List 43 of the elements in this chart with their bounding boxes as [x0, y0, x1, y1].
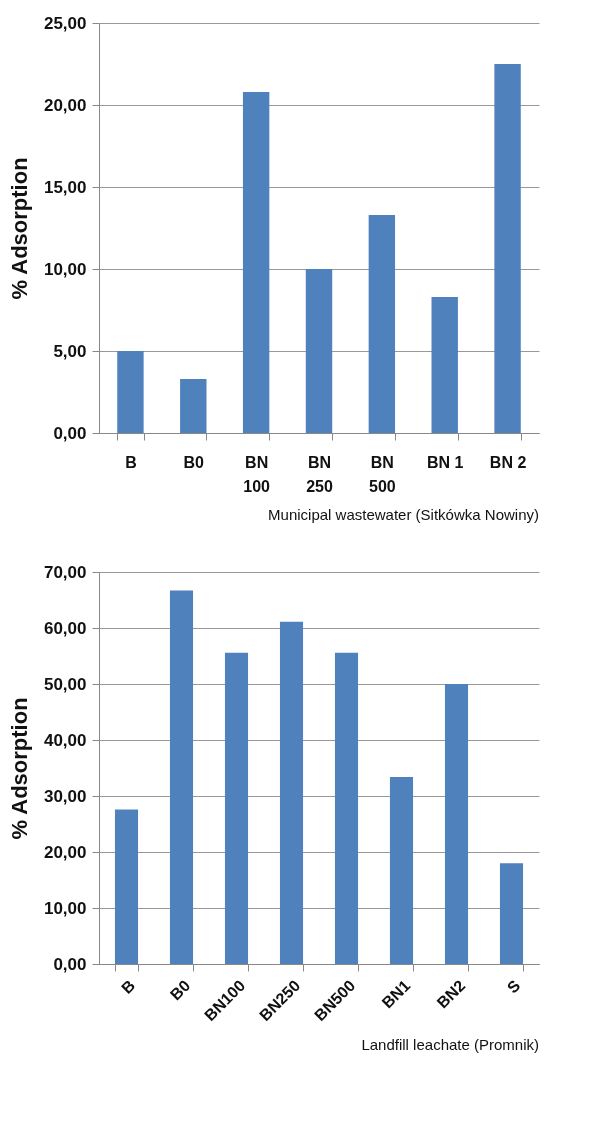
x-tick-label: B — [125, 453, 137, 471]
bar — [114, 809, 139, 964]
y-tick-label: 20,00 — [43, 95, 87, 115]
bar — [180, 378, 207, 433]
text: Landfill leachate (Promnik) — [361, 1035, 539, 1053]
y-axis-title: % Adsorption — [6, 157, 32, 300]
bar — [431, 296, 458, 433]
x-tick-label: BN 100 — [243, 453, 271, 495]
bar — [169, 590, 194, 964]
y-tick-label: 25,00 — [43, 13, 87, 33]
y-axis-title: % Adsorption — [6, 697, 32, 840]
x-tick-label: BN 500 — [369, 453, 396, 495]
bar — [117, 351, 144, 433]
y-tick-label: 30,00 — [43, 786, 87, 806]
y-tick-label: 60,00 — [43, 618, 87, 638]
bar — [494, 64, 521, 433]
y-tick-label: 70,00 — [43, 562, 87, 582]
bar — [389, 776, 414, 964]
y-tick-label: 40,00 — [43, 730, 87, 750]
y-tick-label: 20,00 — [43, 842, 87, 862]
y-tick-label: 10,00 — [43, 898, 87, 918]
x-tick-label: B0 — [183, 453, 205, 471]
bar — [224, 652, 249, 964]
y-tick-label: 0,00 — [53, 423, 87, 443]
y-tick-label: 10,00 — [43, 259, 87, 279]
x-tick-label: B — [118, 976, 139, 997]
text: Municipal wastewater (Sitkówka Nowiny) — [268, 506, 539, 523]
bar — [499, 863, 524, 964]
x-tick-label: B0 — [166, 976, 194, 1004]
x-tick-label: BN 2 — [489, 453, 527, 471]
y-tick-label: 15,00 — [43, 177, 87, 197]
x-tick-label: BN 1 — [426, 453, 464, 471]
y-tick-label: 50,00 — [43, 674, 87, 694]
bar — [242, 91, 270, 433]
bar — [305, 269, 333, 433]
bar — [334, 652, 359, 964]
x-tick-label: BN 250 — [306, 453, 333, 495]
x-tick-label: S — [503, 976, 524, 997]
bar — [444, 684, 469, 964]
bar — [279, 621, 304, 964]
y-tick-label: 0,00 — [53, 954, 87, 974]
y-tick-label: 5,00 — [53, 341, 87, 361]
bar — [368, 214, 396, 433]
